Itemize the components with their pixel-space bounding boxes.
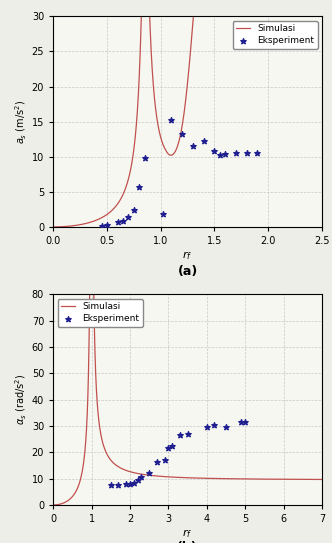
Eksperiment <box>99 222 104 230</box>
X-axis label: $r_f$: $r_f$ <box>183 249 193 262</box>
Eksperiment <box>180 130 185 138</box>
Eksperiment <box>170 441 175 450</box>
Simulasi <box>148 35 152 41</box>
Y-axis label: $\alpha_s\ (\mathrm{rad/s^2})$: $\alpha_s\ (\mathrm{rad/s^2})$ <box>14 374 29 425</box>
Simulasi <box>210 475 214 482</box>
Eksperiment <box>190 142 196 150</box>
Eksperiment <box>131 478 136 487</box>
Simulasi <box>65 223 69 230</box>
Eksperiment <box>131 206 136 214</box>
Eksperiment <box>162 456 167 465</box>
Simulasi <box>251 476 255 482</box>
Eksperiment <box>169 116 174 124</box>
Text: (a): (a) <box>178 265 198 278</box>
X-axis label: $r_f$: $r_f$ <box>183 527 193 540</box>
Simulasi <box>148 472 152 478</box>
Line: Simulasi: Simulasi <box>53 4 322 505</box>
Eksperiment <box>201 137 207 146</box>
Simulasi <box>65 498 69 504</box>
Simulasi <box>90 1 94 8</box>
Simulasi <box>265 476 269 482</box>
Simulasi <box>222 475 226 482</box>
Eksperiment <box>104 220 110 229</box>
Eksperiment <box>212 420 217 429</box>
Eksperiment <box>212 147 217 155</box>
Eksperiment <box>243 418 248 426</box>
Eksperiment <box>127 480 132 489</box>
Legend: Simulasi, Eksperiment: Simulasi, Eksperiment <box>232 21 317 49</box>
Eksperiment <box>108 481 114 490</box>
Eksperiment <box>223 423 229 432</box>
Eksperiment <box>222 149 228 158</box>
Y-axis label: $a_s\ (\mathrm{m/s^2})$: $a_s\ (\mathrm{m/s^2})$ <box>13 99 29 144</box>
Eksperiment <box>255 149 260 157</box>
Eksperiment <box>135 476 140 484</box>
Eksperiment <box>204 423 209 432</box>
Eksperiment <box>244 149 249 157</box>
Text: (b): (b) <box>177 541 198 543</box>
Eksperiment <box>115 218 120 226</box>
Eksperiment <box>177 431 183 439</box>
Simulasi <box>51 502 55 508</box>
Eksperiment <box>116 481 121 490</box>
Eksperiment <box>233 149 239 157</box>
Eksperiment <box>166 444 171 453</box>
Eksperiment <box>136 182 142 191</box>
Simulasi <box>51 224 55 230</box>
Eksperiment <box>121 216 126 225</box>
Eksperiment <box>160 210 165 219</box>
Eksperiment <box>124 479 129 488</box>
Eksperiment <box>146 469 152 478</box>
Line: Simulasi: Simulasi <box>53 0 322 227</box>
Eksperiment <box>239 418 244 426</box>
Eksperiment <box>142 154 147 162</box>
Eksperiment <box>217 150 222 159</box>
Eksperiment <box>154 457 159 466</box>
Eksperiment <box>126 213 131 222</box>
Legend: Simulasi, Eksperiment: Simulasi, Eksperiment <box>58 299 143 327</box>
Simulasi <box>320 476 324 483</box>
Eksperiment <box>185 430 190 438</box>
Eksperiment <box>139 473 144 482</box>
